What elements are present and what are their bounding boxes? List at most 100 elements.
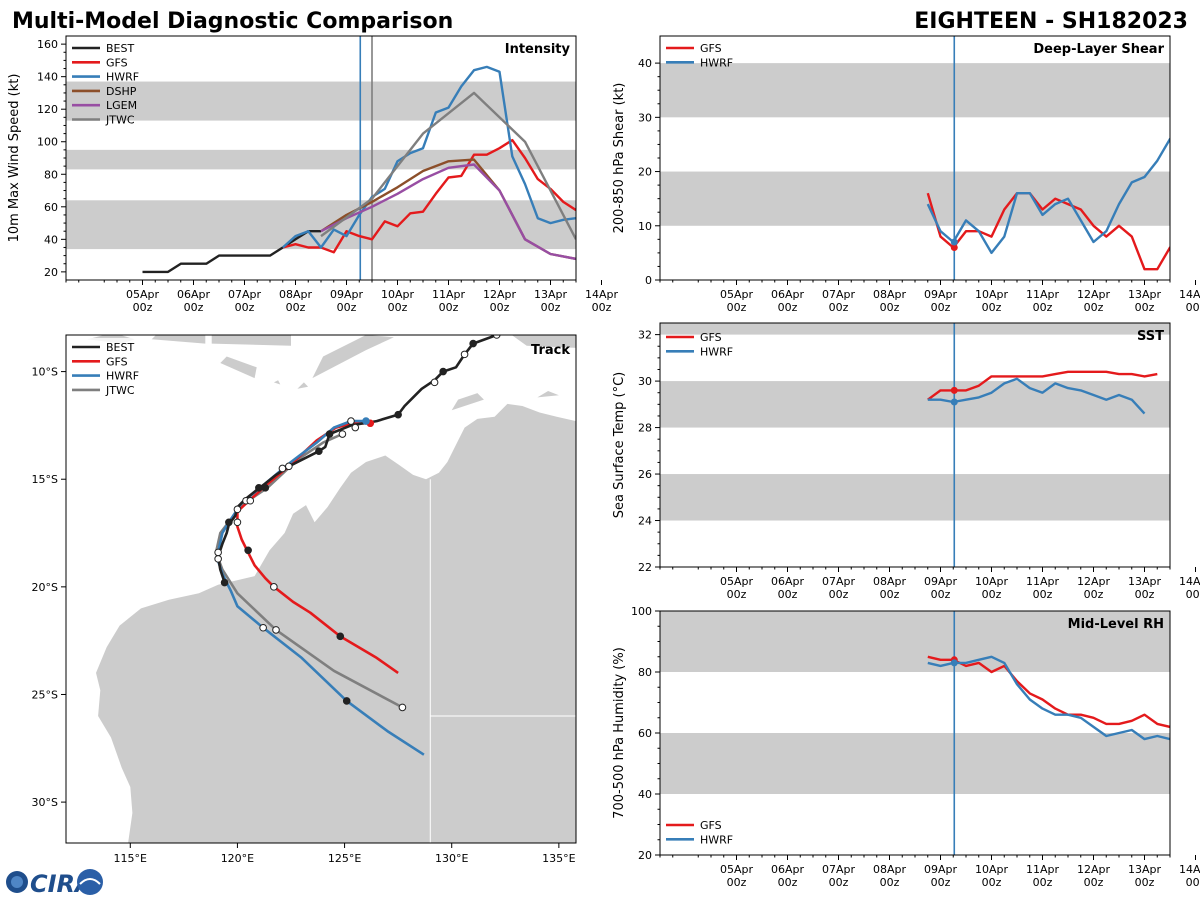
- cira-logo: CIRA: [6, 869, 103, 898]
- x-tick-hour: 00z: [1186, 876, 1200, 889]
- x-tick-date: 09Apr: [924, 288, 958, 301]
- x-tick-hour: 00z: [1033, 876, 1053, 889]
- x-tick-date: 07Apr: [822, 575, 856, 588]
- shaded-band-0: [660, 733, 1170, 794]
- x-tick-date: 06Apr: [177, 288, 211, 301]
- y-axis-label: 200-850 hPa Shear (kt): [612, 83, 627, 234]
- x-tick-date: 08Apr: [873, 863, 907, 876]
- y-axis-label: 10m Max Wind Speed (kt): [7, 74, 22, 243]
- x-tick-date: 11Apr: [1026, 288, 1060, 301]
- track-marker-31: [278, 464, 287, 473]
- track-marker-4: [430, 378, 439, 387]
- lat-tick-label: 25°S: [32, 688, 58, 701]
- x-tick-hour: 00z: [982, 301, 1002, 314]
- x-tick-date: 05Apr: [126, 288, 160, 301]
- y-tick-label: 30: [638, 375, 652, 388]
- y-axis-label: 700-500 hPa Humidity (%): [612, 647, 627, 819]
- axes-frame: [65, 334, 577, 844]
- current-point-gfs: [950, 243, 958, 251]
- x-tick-date: 08Apr: [279, 288, 313, 301]
- shaded-band-1: [660, 63, 1170, 118]
- island-8: [511, 335, 576, 348]
- track-marker-22: [272, 626, 280, 634]
- current-point-hwrf: [950, 398, 958, 406]
- panel-title: Deep-Layer Shear: [1033, 42, 1164, 57]
- track-marker-25: [347, 417, 355, 425]
- track-marker-2: [460, 350, 469, 359]
- track-marker-12: [233, 505, 242, 514]
- y-tick-label: 40: [638, 57, 652, 70]
- x-tick-hour: 00z: [1135, 301, 1155, 314]
- x-tick-date: 08Apr: [873, 575, 907, 588]
- track-marker-21: [259, 623, 267, 632]
- badge-swoosh-icon: [79, 878, 101, 885]
- track-marker-5: [394, 410, 402, 419]
- track-marker-15: [214, 555, 222, 563]
- track-line-jtwc: [214, 432, 404, 709]
- current-point-hwrf: [950, 238, 958, 246]
- right-title: EIGHTEEN - SH182023: [914, 9, 1188, 34]
- legend-label-gfs: GFS: [106, 56, 128, 69]
- legend-label-hwrf: HWRF: [700, 345, 733, 358]
- track-marker-20: [336, 632, 345, 641]
- x-tick-date: 10Apr: [975, 863, 1009, 876]
- series-line-jtwc: [320, 91, 576, 240]
- x-tick-hour: 00z: [337, 301, 357, 314]
- x-tick-hour: 00z: [727, 588, 747, 601]
- x-tick-date: 12Apr: [1077, 863, 1111, 876]
- island-2: [211, 335, 291, 346]
- series-line-gfs: [927, 655, 1170, 729]
- legend-label-gfs: GFS: [700, 331, 722, 344]
- y-tick-label: 26: [638, 468, 652, 481]
- x-tick-date: 12Apr: [483, 288, 517, 301]
- x-tick-hour: 00z: [778, 301, 798, 314]
- x-tick-date: 09Apr: [330, 288, 364, 301]
- y-tick-label: 20: [638, 166, 652, 179]
- x-tick-hour: 00z: [1186, 588, 1200, 601]
- legend-label-dshp: DSHP: [106, 85, 137, 98]
- panel-title: Mid-Level RH: [1068, 617, 1164, 632]
- track-marker-24: [398, 703, 407, 712]
- x-tick-date: 10Apr: [975, 575, 1009, 588]
- legend-label-hwrf: HWRF: [700, 56, 733, 69]
- series-group: [142, 65, 576, 274]
- x-tick-date: 14Apr: [1179, 575, 1200, 588]
- map-group: [66, 335, 576, 843]
- island-3: [220, 356, 257, 379]
- x-tick-hour: 00z: [541, 301, 561, 314]
- lon-tick-label: 120°E: [221, 852, 254, 865]
- x-tick-hour: 00z: [880, 301, 900, 314]
- track-marker-9: [255, 484, 263, 492]
- track-marker-1: [469, 339, 477, 348]
- x-tick-date: 11Apr: [432, 288, 466, 301]
- series-line-gfs: [927, 370, 1158, 401]
- x-tick-date: 09Apr: [924, 863, 958, 876]
- x-tick-hour: 00z: [982, 876, 1002, 889]
- legend-label-hwrf: HWRF: [700, 833, 733, 846]
- legend-label-jtwc: JTWC: [105, 384, 135, 397]
- track-marker-30: [246, 496, 255, 505]
- x-tick-hour: 00z: [880, 876, 900, 889]
- x-tick-date: 09Apr: [924, 575, 958, 588]
- x-tick-hour: 00z: [133, 301, 153, 314]
- lon-tick-label: 125°E: [328, 852, 361, 865]
- series-line-hwrf: [927, 377, 1146, 415]
- panel-title: Track: [531, 343, 570, 358]
- x-tick-hour: 00z: [286, 301, 306, 314]
- y-tick-label: 80: [638, 666, 652, 679]
- legend-label-jtwc: JTWC: [105, 114, 135, 127]
- y-tick-label: 24: [638, 515, 652, 528]
- x-tick-hour: 00z: [1084, 876, 1104, 889]
- satellite-badge-icon: [77, 869, 103, 895]
- x-tick-hour: 00z: [829, 301, 849, 314]
- track-marker-29: [362, 417, 370, 425]
- intensity-panel: 2040608010012014016005Apr00z06Apr00z07Ap…: [7, 35, 618, 314]
- x-tick-date: 07Apr: [822, 288, 856, 301]
- x-tick-hour: 00z: [880, 588, 900, 601]
- y-tick-label: 100: [37, 136, 58, 149]
- x-tick-date: 14Apr: [1179, 288, 1200, 301]
- track-marker-18: [233, 518, 242, 527]
- track-marker-3: [439, 367, 447, 376]
- globe-inner-icon: [11, 876, 23, 888]
